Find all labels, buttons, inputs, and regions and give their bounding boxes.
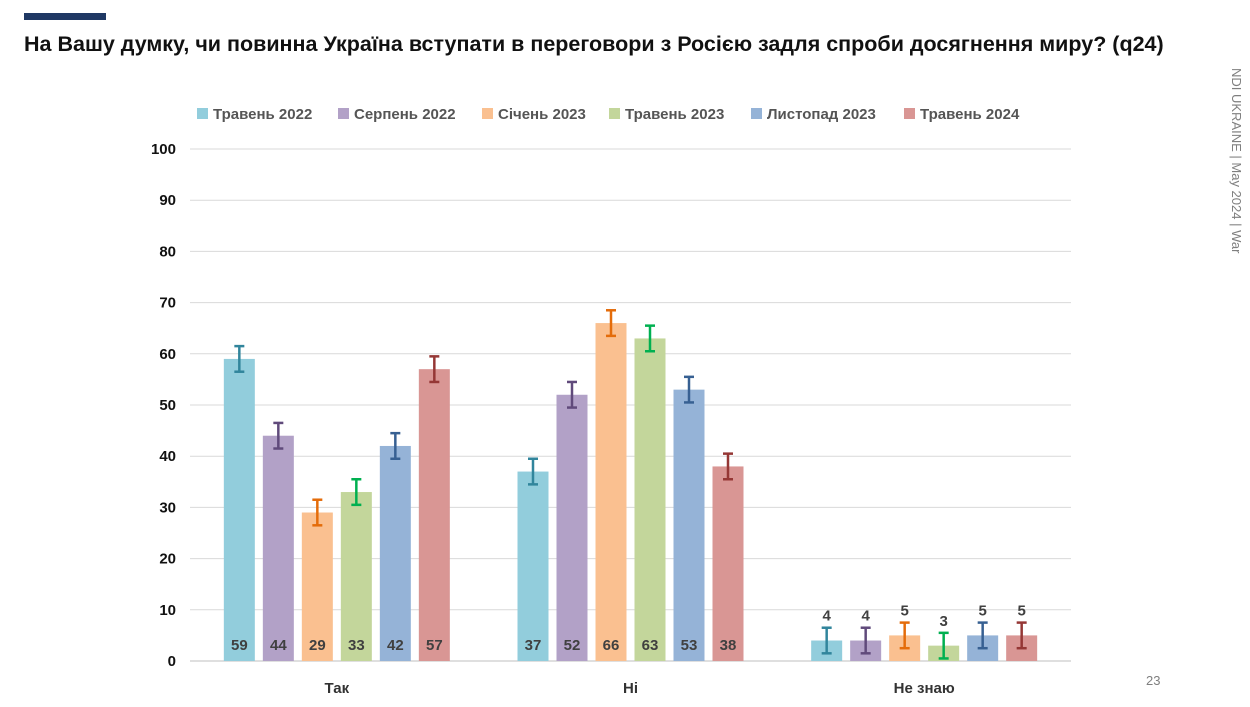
bar [262, 435, 294, 661]
chart-title: На Вашу думку, чи повинна Україна вступа… [24, 32, 1164, 56]
accent-bar [24, 13, 106, 20]
data-label: 3 [939, 613, 947, 630]
legend-label: Травень 2024 [920, 106, 1020, 123]
legend-swatch [609, 108, 620, 119]
data-label: 53 [681, 637, 698, 654]
legend-swatch [904, 108, 915, 119]
legend-label: Листопад 2023 [767, 106, 876, 123]
y-tick-label: 100 [151, 141, 176, 158]
category-label: Не знаю [894, 680, 955, 697]
data-label: 59 [231, 637, 248, 654]
data-label: 5 [1017, 603, 1025, 620]
data-label: 33 [348, 637, 365, 654]
category-label: Ні [623, 680, 638, 697]
bar [301, 512, 333, 661]
data-label: 42 [387, 637, 404, 654]
legend-label: Серпень 2022 [354, 106, 456, 123]
legend-label: Травень 2023 [625, 106, 724, 123]
bar [556, 394, 588, 661]
legend-swatch [482, 108, 493, 119]
data-label: 29 [309, 637, 326, 654]
bar [418, 369, 450, 661]
data-label: 57 [426, 637, 443, 654]
bar [673, 389, 705, 661]
data-label: 66 [603, 637, 620, 654]
legend-label: Січень 2023 [498, 106, 586, 123]
bar [340, 492, 372, 661]
y-tick-label: 60 [159, 346, 176, 363]
y-tick-label: 90 [159, 192, 176, 209]
y-tick-label: 70 [159, 295, 176, 312]
bar [379, 445, 411, 661]
data-label: 37 [525, 637, 542, 654]
legend-label: Травень 2022 [213, 106, 312, 123]
y-tick-label: 40 [159, 448, 176, 465]
y-tick-label: 50 [159, 397, 176, 414]
data-label: 38 [720, 637, 737, 654]
data-label: 4 [861, 608, 870, 625]
source-label: NDI UKRAINE | May 2024 | War [1229, 68, 1244, 254]
y-tick-label: 20 [159, 551, 176, 568]
bar [517, 471, 549, 661]
legend-swatch [338, 108, 349, 119]
y-tick-label: 80 [159, 243, 176, 260]
data-label: 52 [564, 637, 581, 654]
page-number: 23 [1146, 673, 1161, 688]
data-label: 44 [270, 637, 287, 654]
data-label: 63 [642, 637, 659, 654]
data-label: 4 [822, 608, 831, 625]
bar [634, 338, 666, 661]
data-label: 5 [978, 603, 986, 620]
bar [223, 358, 255, 661]
category-label: Так [325, 680, 350, 697]
y-tick-label: 10 [159, 602, 176, 619]
y-tick-label: 0 [168, 653, 176, 670]
y-tick-label: 30 [159, 499, 176, 516]
bar [595, 323, 627, 661]
bar [712, 466, 744, 661]
data-label: 5 [900, 603, 908, 620]
legend-swatch [197, 108, 208, 119]
legend-swatch [751, 108, 762, 119]
